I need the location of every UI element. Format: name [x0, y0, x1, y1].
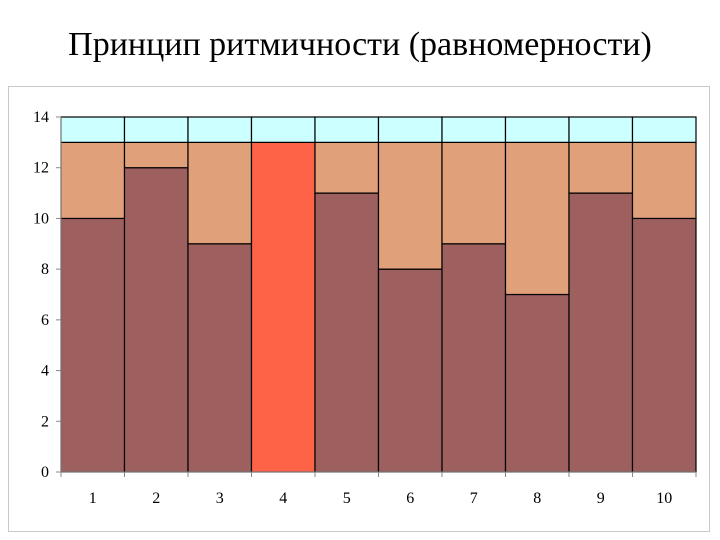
bar-segment-s2-c7 [441, 141, 507, 245]
chart-frame: 0 2 4 6 8 10 12 14 1 2 3 4 5 6 7 8 9 10 [8, 86, 710, 532]
y-tick-label: 0 [41, 464, 49, 481]
y-tick-label: 4 [41, 363, 49, 380]
bar-segment-s3-c5 [314, 116, 380, 143]
y-tick-label: 2 [41, 413, 49, 430]
bar-segment-s3-c1 [60, 116, 126, 143]
bar-segment-s1-c3 [187, 243, 253, 473]
bar-segment-s2-c8 [504, 141, 570, 296]
bar-segment-s2-c6 [377, 141, 443, 270]
bar-segment-s1-c2 [123, 167, 189, 473]
bar-segment-s2-c3 [187, 141, 253, 245]
bar-segment-s3-c9 [568, 116, 634, 143]
x-tick-label: 9 [597, 490, 605, 507]
bar-segment-s2-c5 [314, 141, 380, 194]
x-tick-label: 2 [152, 490, 160, 507]
bar-segment-s2-c1 [60, 141, 126, 220]
bar-segment-s3-c10 [631, 116, 697, 143]
bar-segment-s3-c8 [504, 116, 570, 143]
bar-segment-s1-c6 [377, 268, 443, 473]
bar-segment-s3-c4 [250, 116, 316, 143]
bar-segment-s1-c10 [631, 217, 697, 473]
x-tick-label: 7 [470, 490, 478, 507]
bar-segment-s3-c6 [377, 116, 443, 143]
bar-segment-s3-c2 [123, 116, 189, 143]
y-tick-label: 6 [41, 312, 49, 329]
x-tick-label: 6 [406, 490, 414, 507]
bar-segment-s1-c4 [250, 141, 316, 473]
x-tick-label: 4 [279, 490, 287, 507]
bar-segment-s1-c1 [60, 217, 126, 473]
bar-segment-s3-c3 [187, 116, 253, 143]
x-tick-label: 10 [656, 490, 672, 507]
bar-segment-s1-c5 [314, 192, 380, 473]
y-tick-label: 12 [33, 160, 49, 177]
bar-segment-s2-c10 [631, 141, 697, 220]
x-tick-label: 8 [533, 490, 541, 507]
x-tick-label: 3 [216, 490, 224, 507]
bar-segment-s2-c9 [568, 141, 634, 194]
bar-segment-s1-c8 [504, 293, 570, 473]
x-tick-label: 1 [89, 490, 97, 507]
y-tick-label: 8 [41, 261, 49, 278]
bar-segment-s2-c2 [123, 141, 189, 169]
y-tick-label: 10 [33, 210, 49, 227]
axes-group [56, 116, 697, 477]
bar-segment-s3-c7 [441, 116, 507, 143]
bars-group [60, 116, 697, 473]
y-tick-label: 14 [33, 109, 49, 126]
bar-segment-s1-c9 [568, 192, 634, 473]
x-tick-label: 5 [343, 490, 351, 507]
chart-title: Принцип ритмичности (равномерности) [68, 26, 652, 63]
bar-segment-s1-c7 [441, 243, 507, 473]
